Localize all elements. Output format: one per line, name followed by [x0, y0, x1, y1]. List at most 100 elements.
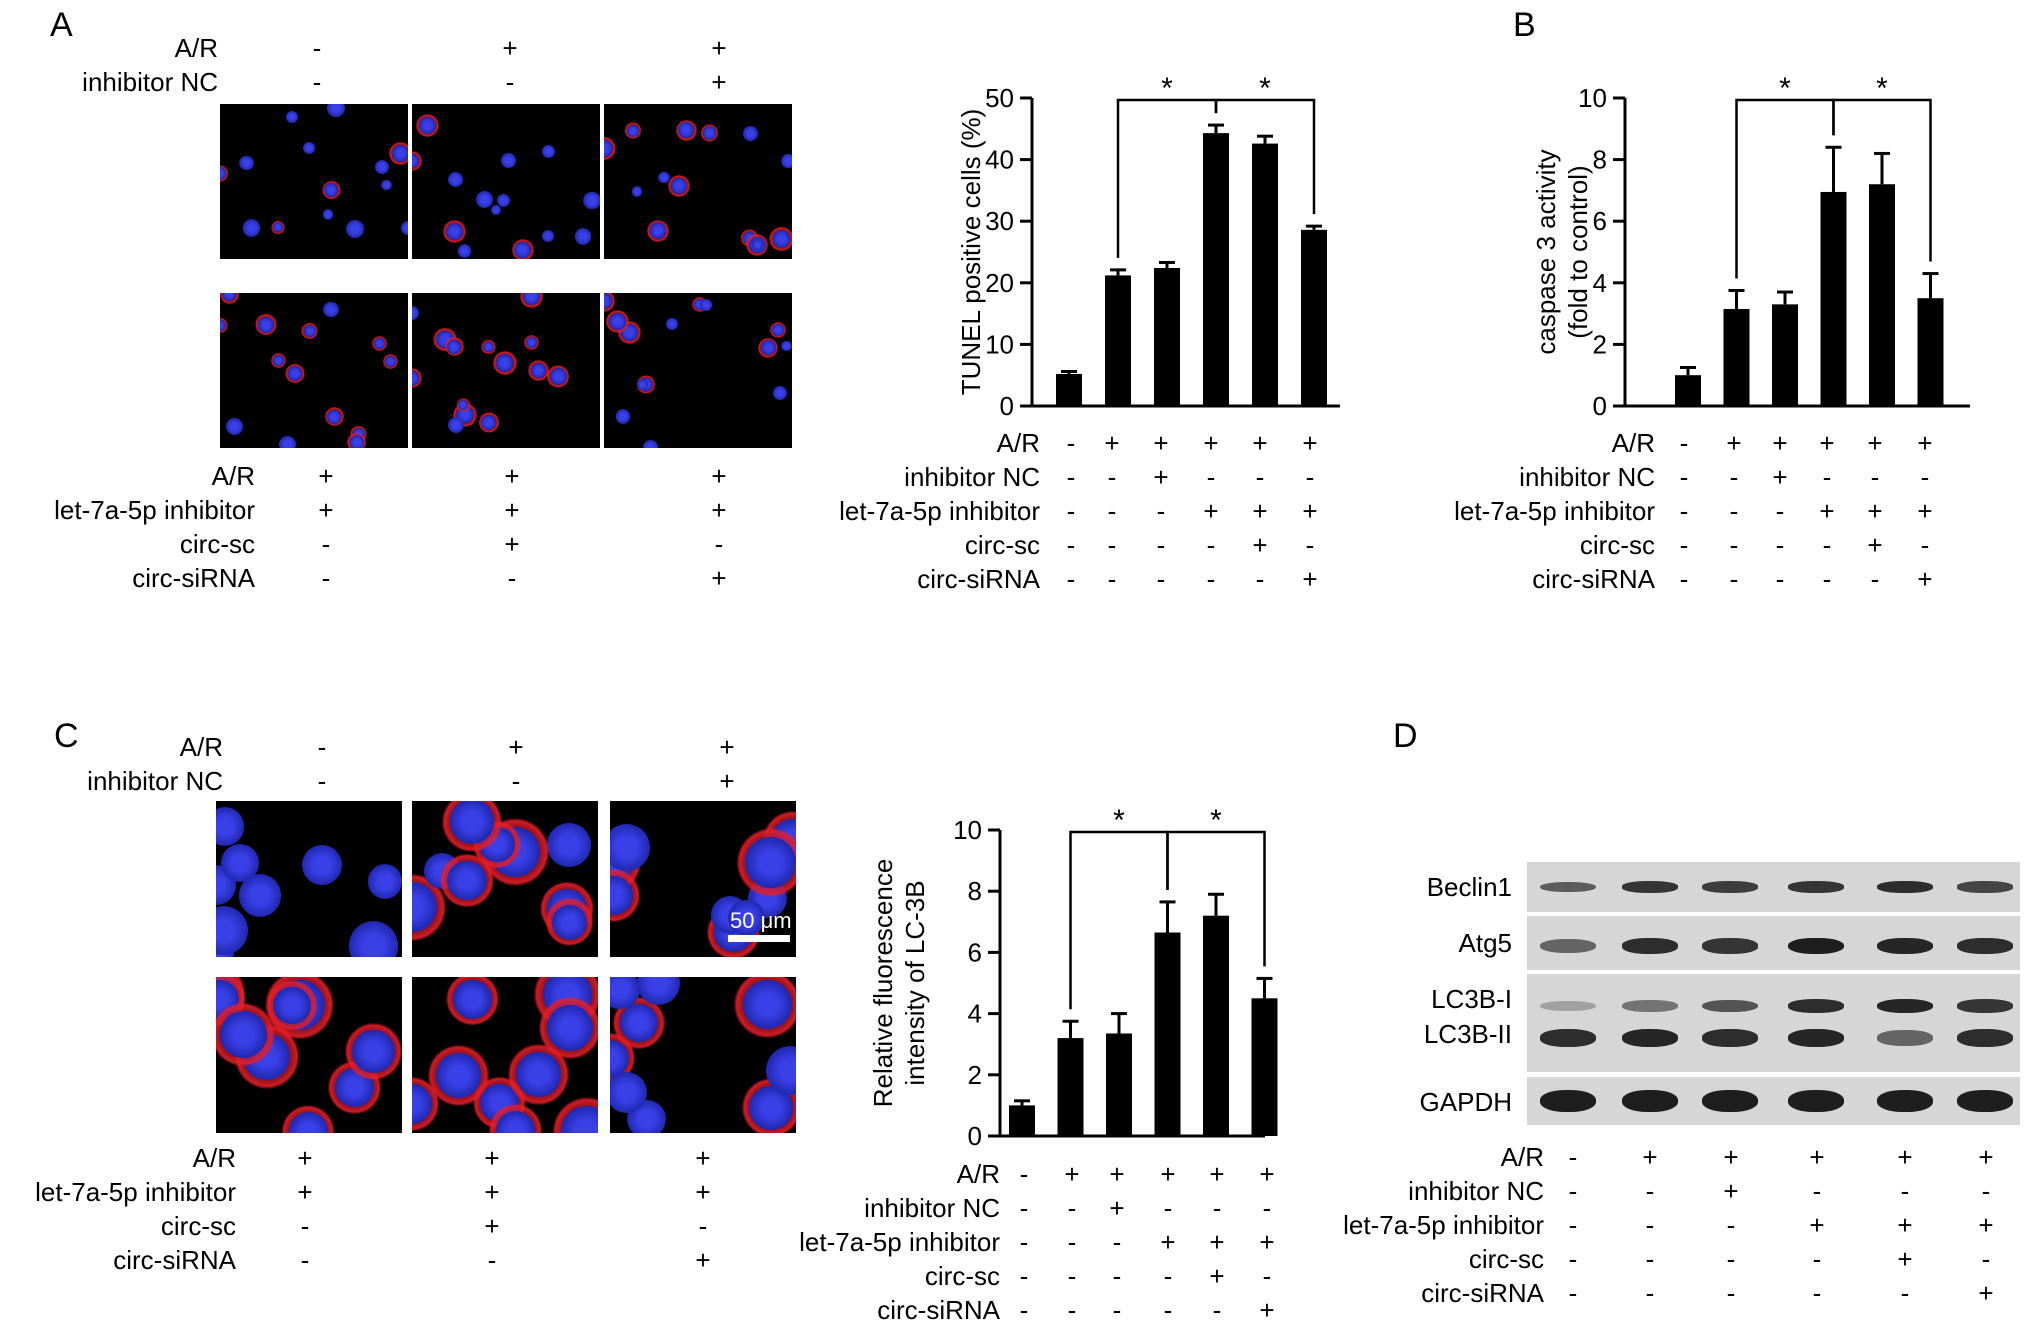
panel-a-bottom-condition-symbol: - [321, 529, 331, 559]
panel-a-micrograph [220, 293, 408, 448]
panel-d-condition-symbol: - [1645, 1210, 1655, 1240]
caspase-condition-symbol: - [1920, 462, 1930, 492]
lc3b-condition-symbol: + [1259, 1227, 1275, 1257]
blot-label: Atg5 [1458, 928, 1513, 958]
tunel-condition-symbol: - [1156, 564, 1166, 594]
significance-bracket [1214, 98, 1316, 215]
blot-band [1622, 1029, 1678, 1047]
tunel-condition-label: circ-siRNA [917, 564, 1040, 594]
blot-band [1877, 938, 1933, 954]
significance-star: * [1259, 72, 1271, 105]
panel-c-top-condition-symbol: - [511, 766, 521, 796]
lc3b-condition-symbol: + [1160, 1159, 1176, 1189]
significance-bracket [1735, 98, 1835, 279]
caspase-condition-symbol: - [1822, 564, 1832, 594]
significance-bracket [1832, 98, 1932, 262]
panel-c-bottom-condition-symbol: + [484, 1177, 500, 1207]
y-tick-label: 10 [985, 329, 1014, 359]
blot-band [1622, 1000, 1678, 1012]
tunel-condition-symbol: + [1252, 428, 1268, 458]
panel-c-top-condition-symbol: - [317, 766, 327, 796]
lc3b-condition-label: circ-sc [924, 1261, 1000, 1291]
lc3b-condition-symbol: + [1209, 1261, 1225, 1291]
blot-band [1957, 1090, 2013, 1112]
y-tick-label: 0 [1000, 391, 1014, 421]
panel-d-condition-symbol: + [1897, 1142, 1913, 1172]
panel-c-bottom-condition-label: circ-sc [160, 1211, 236, 1241]
panel-d-condition-label: circ-siRNA [1421, 1278, 1544, 1308]
panel-a-top-condition-symbol: - [505, 67, 515, 97]
caspase-condition-symbol: - [1729, 564, 1739, 594]
bar [1203, 133, 1229, 406]
lc3b-condition-symbol: - [1212, 1295, 1222, 1325]
panel-a-micrograph [412, 293, 600, 448]
panel-a-bottom-condition-symbol: + [711, 495, 727, 525]
blot-band [1877, 1030, 1933, 1046]
lc3b-condition-symbol: - [1262, 1261, 1272, 1291]
caspase-condition-symbol: - [1679, 564, 1689, 594]
lc3b-condition-symbol: + [1160, 1227, 1176, 1257]
blot-band [1877, 1090, 1933, 1112]
lc3b-condition-symbol: - [1163, 1261, 1173, 1291]
lc3b-condition-symbol: + [1109, 1193, 1125, 1223]
blot-band [1957, 1029, 2013, 1047]
panel-c-micrograph [216, 801, 402, 957]
bar [1154, 932, 1181, 1136]
tunel-condition-symbol: + [1302, 496, 1318, 526]
panel-a-top-condition-symbol: - [312, 33, 322, 63]
tunel-condition-symbol: + [1302, 428, 1318, 458]
panel-c-top-condition-symbol: + [508, 732, 524, 762]
caspase-condition-symbol: + [1726, 428, 1742, 458]
panel-d-condition-symbol: + [1642, 1142, 1658, 1172]
panel-d-condition-symbol: - [1726, 1210, 1736, 1240]
caspase-condition-symbol: + [1867, 530, 1883, 560]
y-tick-label: 2 [1593, 329, 1607, 359]
caspase-condition-symbol: + [1819, 496, 1835, 526]
bar [1105, 275, 1131, 406]
blot-strip [1527, 862, 2020, 912]
blot-band [1702, 881, 1758, 893]
bar [1252, 143, 1278, 407]
panel-a-bottom-condition-symbol: - [507, 563, 517, 593]
caspase-condition-symbol: - [1775, 564, 1785, 594]
y-tick-label: 50 [985, 83, 1014, 113]
tunel-condition-symbol: - [1206, 564, 1216, 594]
bar [1251, 998, 1278, 1136]
tunel-condition-symbol: - [1156, 530, 1166, 560]
tunel-condition-symbol: - [1156, 496, 1166, 526]
panel-a-top-condition-label: A/R [174, 33, 218, 63]
panel-d-condition-symbol: - [1645, 1244, 1655, 1274]
panel-c-bottom-condition-symbol: - [300, 1211, 310, 1241]
caspase-condition-symbol: + [1867, 428, 1883, 458]
lc3b-condition-symbol: + [1259, 1295, 1275, 1325]
panel-d-condition-symbol: + [1809, 1142, 1825, 1172]
lc3b-condition-symbol: - [1112, 1261, 1122, 1291]
lc3b-condition-symbol: - [1067, 1295, 1077, 1325]
tunel-condition-symbol: + [1252, 496, 1268, 526]
tunel-condition-symbol: - [1206, 462, 1216, 492]
caspase-condition-symbol: - [1822, 530, 1832, 560]
tunel-condition-symbol: - [1305, 462, 1315, 492]
tunel-condition-symbol: + [1153, 462, 1169, 492]
caspase-condition-symbol: + [1772, 462, 1788, 492]
y-tick-label: 8 [1593, 145, 1607, 175]
blot-band [1622, 938, 1678, 954]
y-tick-label: 4 [968, 999, 982, 1029]
caspase-condition-symbol: - [1822, 462, 1832, 492]
tunel-condition-symbol: - [1066, 530, 1076, 560]
lc3b-condition-symbol: - [1019, 1261, 1029, 1291]
y-tick-label: 40 [985, 145, 1014, 175]
caspase-condition-symbol: + [1867, 496, 1883, 526]
lc3b-condition-label: let-7a-5p inhibitor [799, 1227, 1000, 1257]
scale-bar [728, 935, 790, 942]
tunel-condition-label: circ-sc [964, 530, 1040, 560]
caspase-condition-symbol: - [1679, 462, 1689, 492]
blot-band [1540, 881, 1596, 893]
y-axis-label: Relative fluorescence [868, 859, 898, 1108]
blot-label: LC3B-I [1431, 984, 1512, 1014]
panel-c-top-condition-symbol: - [317, 732, 327, 762]
lc3b-condition-symbol: + [1259, 1159, 1275, 1189]
panel-d-condition-symbol: + [1809, 1210, 1825, 1240]
caspase-condition-symbol: + [1819, 428, 1835, 458]
